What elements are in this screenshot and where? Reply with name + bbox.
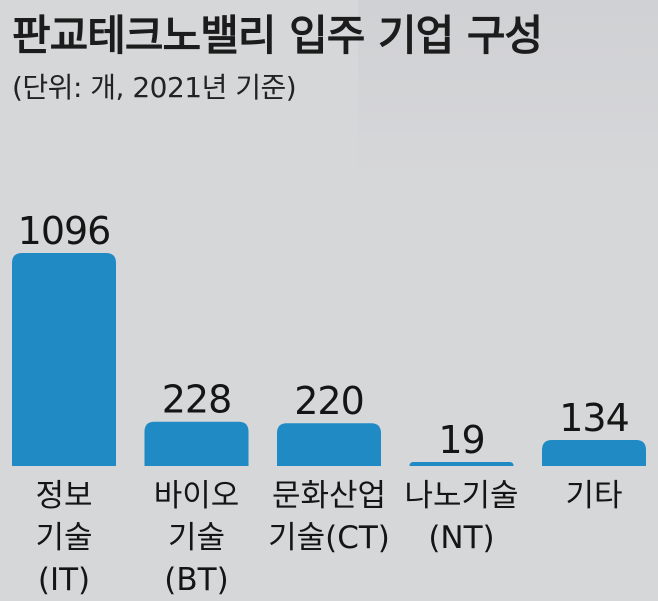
- category-label-1-line-3: (IT): [38, 562, 90, 598]
- value-label-5: 134: [559, 396, 629, 440]
- background-decoration: [358, 0, 658, 180]
- value-label-3: 220: [294, 379, 364, 423]
- bar-5: [542, 439, 646, 466]
- category-label-2-line-1: 바이오: [154, 478, 240, 514]
- category-label-1-line-1: 정보: [35, 478, 92, 514]
- value-label-2: 228: [162, 378, 232, 422]
- bar-2: [144, 421, 249, 466]
- bar-1: [12, 253, 116, 466]
- category-label-1-line-2: 기술: [35, 520, 92, 556]
- value-label-1: 1096: [18, 209, 111, 253]
- bar-3: [277, 423, 381, 466]
- category-label-5-line-1: 기타: [565, 478, 622, 514]
- category-label-4-line-1: 나노기술: [404, 478, 518, 514]
- category-label-4-line-2: (NT): [428, 520, 494, 556]
- category-label-3-line-1: 문화산업: [272, 478, 386, 514]
- category-label-2-line-2: 기술: [168, 520, 225, 556]
- category-label-3-line-2: 기술(CT): [268, 520, 390, 556]
- value-label-4: 19: [438, 418, 484, 462]
- category-label-2-line-3: (BT): [164, 562, 228, 598]
- chart-subtitle: (단위: 개, 2021년 기준): [12, 71, 297, 104]
- chart-title: 판교테크노밸리 입주 기업 구성: [12, 11, 543, 60]
- bar-4: [409, 462, 514, 466]
